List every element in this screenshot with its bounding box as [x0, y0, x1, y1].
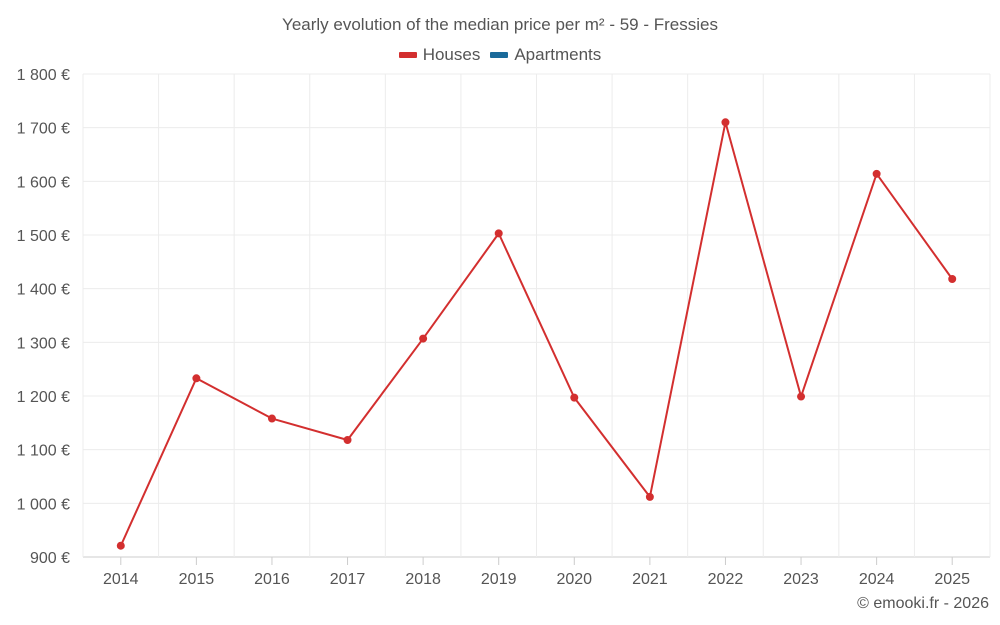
- x-tick-label: 2014: [103, 571, 139, 588]
- x-tick-label: 2019: [481, 571, 517, 588]
- y-tick-label: 1 400 €: [17, 282, 70, 299]
- y-tick-label: 1 500 €: [17, 228, 70, 245]
- data-point: [343, 436, 352, 445]
- y-tick-label: 1 600 €: [17, 174, 70, 191]
- legend-item-houses[interactable]: Houses: [398, 45, 481, 65]
- x-tick-label: 2017: [330, 571, 366, 588]
- legend-swatch-houses: [398, 52, 417, 58]
- x-tick-label: 2022: [708, 571, 744, 588]
- legend-label-houses: Houses: [422, 45, 481, 64]
- legend: Houses Apartments: [0, 45, 1000, 65]
- y-tick-label: 1 800 €: [17, 67, 70, 84]
- y-tick-label: 1 100 €: [17, 443, 70, 460]
- data-point: [645, 492, 654, 501]
- footer-credit: © emooki.fr - 2026: [857, 595, 989, 612]
- data-point: [872, 169, 881, 178]
- legend-swatch-apartments: [490, 52, 509, 58]
- y-tick-label: 1 300 €: [17, 335, 70, 352]
- legend-label-apartments: Apartments: [514, 45, 602, 64]
- x-tick-label: 2021: [632, 571, 668, 588]
- data-point: [797, 392, 806, 401]
- x-tick-label: 2018: [405, 571, 441, 588]
- x-tick-label: 2025: [934, 571, 970, 588]
- x-tick-label: 2023: [783, 571, 819, 588]
- data-point: [419, 334, 428, 343]
- y-tick-label: 1 000 €: [17, 496, 70, 513]
- data-point: [267, 414, 276, 423]
- series-line-houses: [119, 121, 954, 547]
- data-point: [570, 393, 579, 402]
- chart-title: Yearly evolution of the median price per…: [282, 15, 718, 34]
- x-tick-label: 2015: [179, 571, 215, 588]
- y-tick-label: 1 200 €: [17, 389, 70, 406]
- x-tick-label: 2024: [859, 571, 895, 588]
- data-point: [948, 275, 957, 284]
- x-tick-label: 2020: [556, 571, 592, 588]
- data-point: [721, 118, 730, 127]
- y-tick-label: 1 700 €: [17, 121, 70, 138]
- data-point: [116, 541, 125, 550]
- data-point: [494, 229, 503, 238]
- legend-item-apartments[interactable]: Apartments: [490, 45, 601, 65]
- x-tick-label: 2016: [254, 571, 290, 588]
- data-point: [192, 374, 201, 383]
- y-tick-label: 900 €: [30, 550, 70, 567]
